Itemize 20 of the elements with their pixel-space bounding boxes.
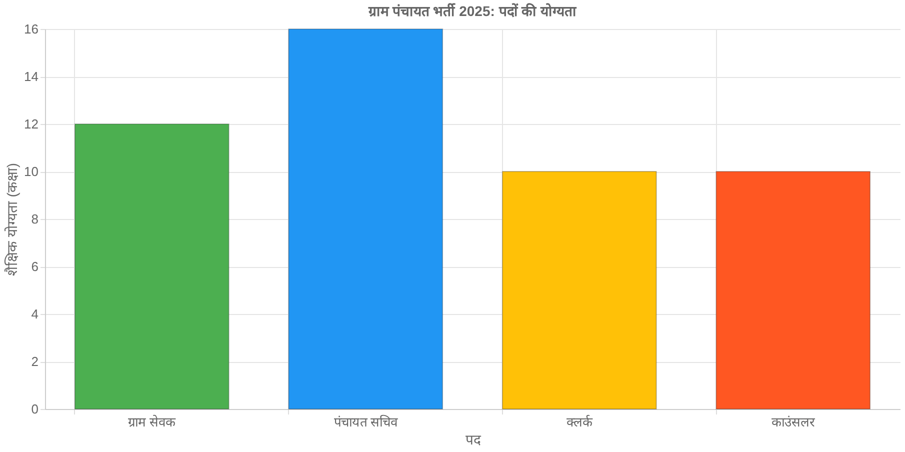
- y-tick-label: 4: [31, 306, 38, 322]
- chart-title: ग्राम पंचायत भर्ती 2025: पदों की योग्यता: [367, 3, 578, 19]
- bar: [716, 171, 871, 410]
- y-tick-label: 16: [24, 22, 38, 36]
- y-tick-label: 8: [31, 212, 38, 226]
- y-tick-label: 14: [24, 69, 38, 84]
- y-tick-label: 10: [24, 164, 38, 179]
- x-tick-label: क्लर्क: [566, 414, 594, 430]
- bar: [74, 124, 230, 410]
- x-tick-label: पंचायत सचिव: [334, 414, 398, 430]
- y-tick-label: 12: [24, 116, 38, 132]
- bar: [502, 171, 657, 410]
- y-tick-label: 2: [31, 354, 38, 369]
- x-axis-title: पद: [466, 432, 482, 448]
- y-axis-title: शैक्षिक योग्यता (कक्षा): [4, 162, 20, 276]
- y-tick-label: 6: [31, 259, 38, 274]
- x-tick-label: काउंसलर: [772, 414, 816, 430]
- x-tick-label: ग्राम सेवक: [128, 414, 177, 430]
- y-tick-label: 0: [31, 402, 38, 416]
- bar: [288, 28, 444, 410]
